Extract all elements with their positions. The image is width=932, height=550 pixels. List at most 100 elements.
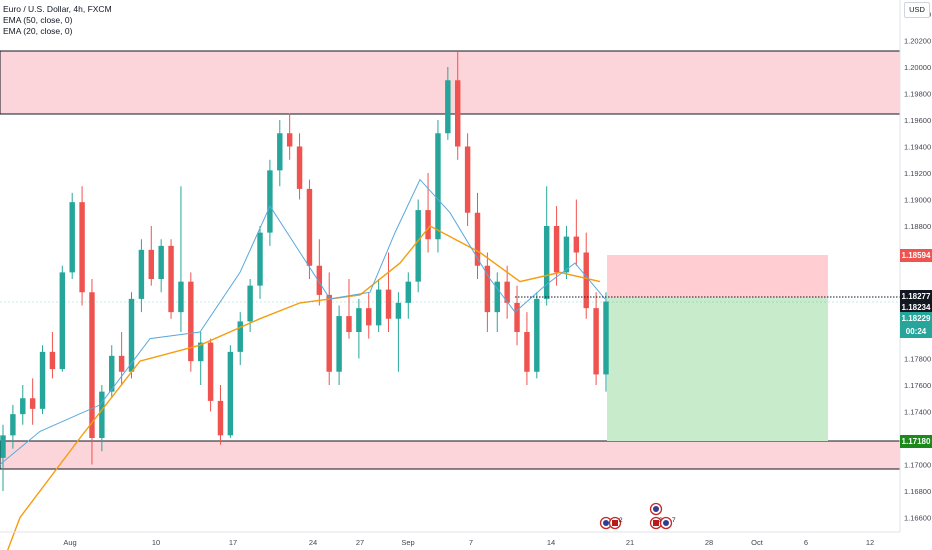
candle [89,279,95,465]
candle [0,424,6,491]
candle [227,345,234,438]
candle [435,120,441,253]
price-tick-label: 1.19600 [904,116,931,125]
candle [346,279,352,339]
ema-50-label[interactable]: EMA (50, close, 0) [3,15,73,25]
time-axis[interactable]: Aug 10 17 24 27 Sep 7 14 21 28 Oct 6 12 [63,538,874,547]
candle [10,404,16,449]
candle [178,186,184,332]
candle [69,192,75,279]
candle [49,332,56,379]
flag-eu-icon[interactable] [659,516,673,530]
price-tick-label: 1.17600 [904,381,931,390]
candle [366,292,372,339]
event-icons[interactable]: 2 2 7 [599,502,677,530]
candle [336,305,342,385]
candle [543,186,550,306]
candle [563,226,570,279]
candle [534,292,540,379]
event-count-a: 2 [619,517,623,524]
price-tick-label: 1.19000 [904,196,931,205]
flag-us-icon[interactable] [608,516,622,530]
target-price-tag: 1.17180 [900,435,932,448]
bar-countdown: 00:24 [900,325,932,338]
time-tick-label: 28 [705,538,713,547]
candle [504,265,510,319]
flag-eu-icon[interactable] [599,516,613,530]
candle [484,252,491,332]
candle [79,186,85,306]
time-tick-label: 12 [866,538,874,547]
candle [455,51,461,160]
candle [188,272,194,372]
ema-20-label[interactable]: EMA (20, close, 0) [3,26,73,36]
price-tick-label: 1.20200 [904,37,931,46]
stop-loss-zone[interactable] [607,255,828,298]
candle [39,345,46,415]
candle [445,67,451,140]
demand-zone[interactable] [0,440,901,470]
candle [553,206,560,286]
candle [593,292,599,385]
time-tick-label: 10 [152,538,160,547]
ask-price-tag: 1.18229 [900,312,932,325]
price-tick-label: 1.17000 [904,461,931,470]
symbol-title[interactable]: Euro / U.S. Dollar, 4h, FXCM [3,4,112,14]
time-tick-label: 24 [309,538,317,547]
candle [217,385,224,445]
candle [138,239,145,313]
candle [168,239,174,319]
candle [603,292,609,392]
candle [395,292,402,372]
time-tick-label: 6 [804,538,808,547]
candle [375,279,382,332]
price-tick-label: 1.19400 [904,143,931,152]
time-tick-label: 21 [626,538,634,547]
candle [197,332,204,385]
candlestick-series [0,51,609,491]
stop-price-tag: 1.18594 [900,249,932,262]
currency-button[interactable]: USD [904,2,930,18]
candle [158,239,164,293]
candle [267,159,273,246]
price-tick-label: 1.20000 [904,63,931,72]
last-price-tag: 1.18277 [900,290,932,303]
candle [286,113,293,160]
time-tick-label: 7 [469,538,473,547]
candle [277,120,283,187]
bid-price-tag: 1.18234 [900,301,932,314]
time-tick-label: 17 [229,538,237,547]
time-tick-label: 27 [356,538,364,547]
price-tick-label: 1.17400 [904,408,931,417]
candle [306,179,313,279]
take-profit-zone[interactable] [607,298,828,441]
candle [573,199,580,266]
candle [356,298,362,359]
time-tick-label: Sep [401,538,414,547]
candle [385,252,392,332]
chart-legend: Euro / U.S. Dollar, 4h, FXCM EMA (50, cl… [3,4,112,37]
price-tick-label: 1.16800 [904,487,931,496]
candle [148,226,154,286]
candle [524,312,530,385]
candle [405,272,412,319]
ema-20-line [0,178,606,465]
candle [128,292,135,379]
time-tick-label: Oct [751,538,764,547]
candle [20,385,26,425]
price-tick-label: 1.19800 [904,90,931,99]
price-tick-label: 1.18800 [904,222,931,231]
event-count-b: 7 [672,517,676,524]
time-tick-label: Aug [63,538,76,547]
candle [474,192,481,279]
candle [59,265,66,372]
candle [326,272,332,385]
candle [207,338,214,412]
candle [296,133,303,200]
candle [237,312,243,366]
candle [99,385,105,452]
candle [316,239,323,306]
candle [415,199,421,293]
flag-eu-icon[interactable] [649,502,663,516]
